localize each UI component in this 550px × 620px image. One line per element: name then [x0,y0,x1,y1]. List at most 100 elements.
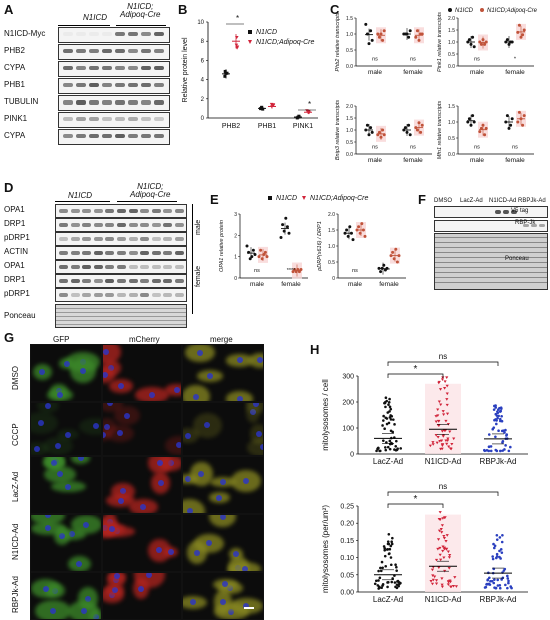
blot-row-label: Ponceau [4,311,36,320]
ponceau-line [56,320,186,321]
data-point [494,448,498,452]
blot-band [128,100,138,105]
legend-label: N1ICD;Adipoq-Cre [310,195,368,202]
data-point [428,444,432,448]
blot-band [175,250,184,255]
blot-band [89,66,99,70]
blot-band [141,66,151,70]
panel-label-a: A [4,2,14,17]
data-point [495,422,498,426]
data-point [430,582,435,586]
data-point [436,414,440,417]
cell-blob [31,411,59,434]
data-point [438,511,442,514]
ponceau-line [435,242,547,243]
blot-band [115,100,125,105]
blot-band [89,100,99,105]
nucleus-blob [59,533,66,540]
data-point [471,35,475,39]
lane-label: DMSO [434,198,452,204]
nucleus-blob [236,395,243,401]
data-point [484,40,488,44]
data-point [388,397,391,401]
data-point [517,110,521,114]
y-tick-label: 0.0 [448,152,455,158]
blot-band [151,292,161,297]
data-point [379,566,382,570]
data-point [481,38,485,42]
data-point [448,553,452,557]
data-point [345,228,349,232]
nucleus-blob [233,551,240,558]
data-point [500,578,503,581]
blot-band [59,208,68,213]
data-point [388,405,392,409]
blot-band [59,236,68,241]
data-point [291,270,295,274]
data-point [392,257,396,261]
data-point [251,248,255,252]
nucleus-blob [138,585,145,592]
data-point [389,407,393,411]
microscopy-image [182,572,264,620]
y-tick-label: 1.5 [448,28,455,34]
data-point [441,410,445,413]
nucleus-blob [219,478,226,485]
blot-band [154,49,164,53]
data-point [394,585,397,589]
data-point [250,255,254,259]
data-point [493,578,496,581]
nucleus-blob [51,460,58,467]
data-point [498,410,502,413]
data-point [403,126,407,130]
blot-band [82,236,92,241]
data-point [414,126,418,130]
data-point [488,576,491,580]
blot-band [154,100,164,105]
legend-marker [248,30,252,34]
data-point [248,257,252,261]
data-point [442,536,447,540]
blot-strip [58,95,170,111]
data-point [443,380,447,384]
data-point [373,582,377,586]
ponceau-line [435,237,547,238]
group-label-n1icd-adipoq: N1ICD; Adipoq-Cre [120,2,161,19]
x-tick-label: male [470,69,484,76]
blot-band [93,208,103,213]
data-point [384,446,387,449]
data-point [505,433,509,436]
distribution-shade [425,514,461,592]
data-point [384,396,388,400]
data-point [235,46,239,50]
data-point [260,257,264,261]
data-point [500,414,503,418]
ponceau-line [435,262,547,263]
sex-divider [192,204,193,314]
data-point [384,564,388,568]
blot-band [93,264,103,269]
data-point [479,126,483,130]
data-point [493,586,496,589]
data-point [379,135,383,139]
blot-band [140,292,150,297]
nucleus-blob [206,540,213,547]
blot-band [175,208,184,213]
data-point [493,404,496,408]
data-point [376,133,380,137]
data-point [388,439,392,443]
data-point [441,435,445,438]
blot-band [154,134,164,138]
data-point [466,40,470,44]
blot-band [141,83,151,87]
blot-strip [55,260,187,274]
data-point [491,557,495,561]
y-tick-label: 10 [197,20,204,26]
data-point [442,534,446,538]
blot-band [89,83,99,87]
blot-row-label: PHB2 [4,46,25,55]
data-point [439,528,443,531]
x-tick-label: male [368,69,382,76]
y-tick-label: 1.0 [328,244,335,250]
data-point [440,378,445,381]
